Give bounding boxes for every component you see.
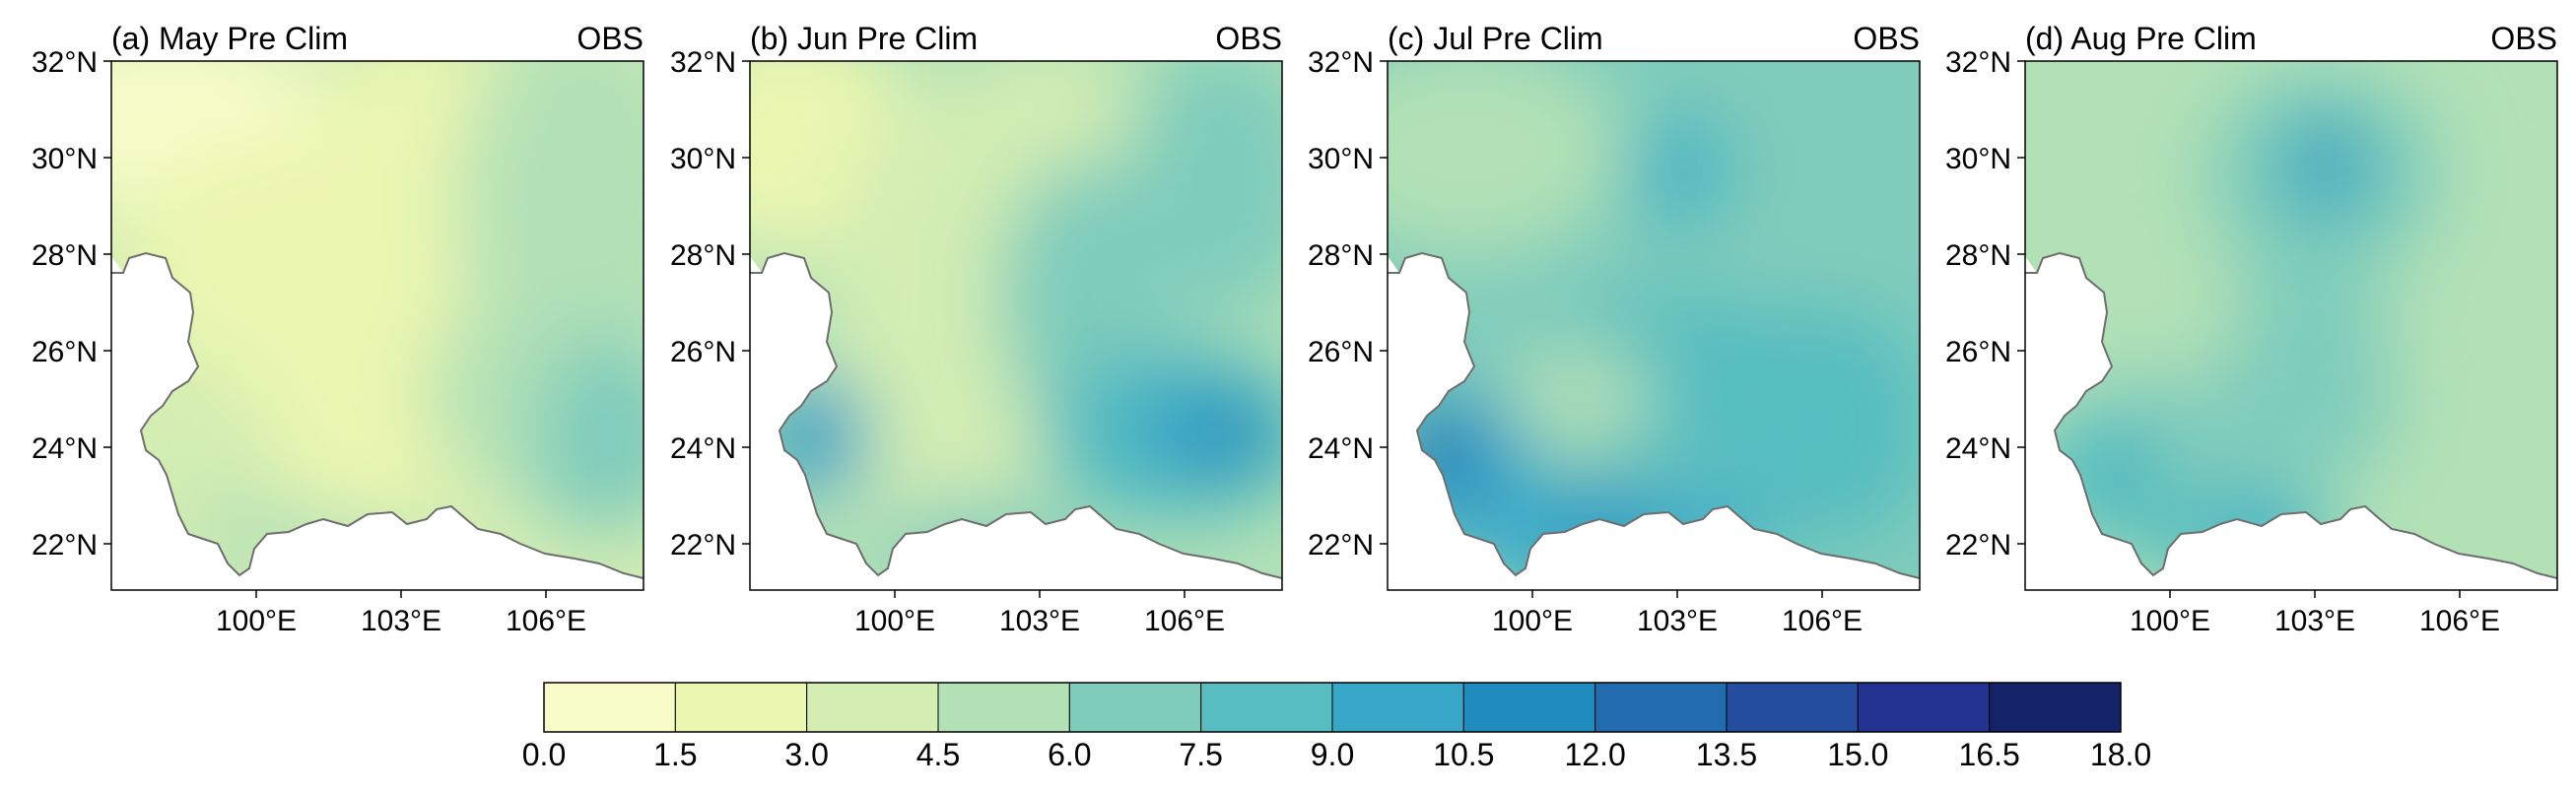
lon-tick-label: 100°E [1492,605,1573,637]
panel-source-label: OBS [2490,21,2557,56]
lat-tick-label: 26°N [1945,336,2011,368]
colorbar-tick-label: 9.0 [1311,737,1354,772]
lon-tick-label: 103°E [2274,605,2355,637]
border-line [750,251,1283,579]
lat-tick-label: 32°N [1945,46,2011,79]
map-frame [749,60,1283,591]
colorbar-tick-label: 18.0 [2090,737,2151,772]
lat-tick-label: 22°N [1308,529,1374,562]
colorbar-segment [806,682,939,733]
lat-tick-label: 32°N [670,46,736,79]
map-panel-2: (b) Jun Pre Clim OBS 32°N 30°N 28°N 26°N 24°N 2… [670,21,1283,637]
precip-field [2025,61,2557,590]
colorbar-tick-label: 6.0 [1048,737,1091,772]
lat-tick-label: 32°N [1308,46,1374,79]
lat-tick-label: 30°N [1945,143,2011,175]
colorbar-segment [1726,682,1859,733]
panel-source-label: OBS [1215,21,1282,56]
panel-source-label: OBS [1853,21,1920,56]
outside-domain-mask [111,253,644,590]
panel-title: (d) Aug Pre Clim [2025,21,2257,56]
colorbar-segment [937,682,1070,733]
colorbar-tick-label: 16.5 [1959,737,2020,772]
border-line [2025,251,2558,579]
panel-title: (b) Jun Pre Clim [750,21,978,56]
lat-tick-label: 26°N [670,336,736,368]
lat-tick-label: 28°N [1308,239,1374,272]
colorbar-tick-label: 4.5 [916,737,960,772]
colorbar-segment [1989,682,2122,733]
colorbar-segment [1594,682,1728,733]
lon-tick-label: 106°E [1782,605,1863,637]
lon-tick-label: 106°E [2419,605,2500,637]
lon-tick-label: 100°E [854,605,935,637]
colorbar-frame [543,682,2122,733]
map-frame [2024,60,2558,591]
lon-tick-label: 100°E [216,605,297,637]
colorbar-segment [674,682,808,733]
lon-tick-label: 103°E [999,605,1080,637]
lat-tick-label: 22°N [670,529,736,562]
colorbar-tick-label: 12.0 [1565,737,1626,772]
colorbar-segment [1200,682,1333,733]
colorbar-tick-label: 15.0 [1827,737,1888,772]
colorbar: 0.0 1.5 3.0 4.5 6.0 7.5 9.0 10.5 12.0 13.5 15.0 16.… [522,682,2151,772]
colorbar-segment [1462,682,1596,733]
panel-title: (a) May Pre Clim [111,21,348,56]
lon-tick-label: 106°E [1144,605,1225,637]
lon-tick-label: 103°E [361,605,441,637]
colorbar-segment [1857,682,1991,733]
lat-tick-label: 24°N [1308,432,1374,465]
panel-source-label: OBS [576,21,644,56]
lat-tick-label: 30°N [1308,143,1374,175]
lat-tick-label: 24°N [32,432,98,465]
lat-tick-label: 30°N [670,143,736,175]
lat-tick-label: 28°N [32,239,98,272]
outside-domain-mask [2025,253,2557,590]
map-panel-1: (a) May Pre Clim OBS 32°N 30°N 28°N 26°N 24°N 2… [32,21,644,637]
colorbar-tick-label: 3.0 [784,737,828,772]
map-panel-3: (c) Jul Pre Clim OBS 32°N 30°N 28°N 26°N 24°N 2… [1308,21,1921,637]
border-line [111,251,644,579]
colorbar-tick-label: 0.0 [522,737,566,772]
panel-title: (c) Jul Pre Clim [1388,21,1603,56]
border-line [1388,251,1921,579]
lat-tick-label: 22°N [1945,529,2011,562]
lat-tick-label: 24°N [1945,432,2011,465]
lon-tick-label: 100°E [2130,605,2210,637]
colorbar-tick-label: 7.5 [1179,737,1222,772]
outside-domain-mask [1388,253,1920,590]
lat-tick-label: 30°N [32,143,98,175]
lon-tick-label: 106°E [506,605,586,637]
colorbar-segment [1331,682,1464,733]
colorbar-segment [543,682,676,733]
lat-tick-label: 32°N [32,46,98,79]
lat-tick-label: 22°N [32,529,98,562]
outside-domain-mask [750,253,1282,590]
map-frame [110,60,644,591]
lat-tick-label: 26°N [1308,336,1374,368]
colorbar-tick-label: 1.5 [653,737,697,772]
lat-tick-label: 24°N [670,432,736,465]
precip-field [111,61,644,590]
lat-tick-label: 26°N [32,336,98,368]
map-panel-4: (d) Aug Pre Clim OBS 32°N 30°N 28°N 26°N 24°N 2… [1945,21,2558,637]
colorbar-tick-label: 10.5 [1433,737,1494,772]
colorbar-segment [1068,682,1202,733]
lat-tick-label: 28°N [1945,239,2011,272]
lat-tick-label: 28°N [670,239,736,272]
precip-field [750,61,1282,590]
colorbar-tick-label: 13.5 [1696,737,1757,772]
map-frame [1387,60,1921,591]
lon-tick-label: 103°E [1637,605,1718,637]
precip-field [1388,61,1920,590]
